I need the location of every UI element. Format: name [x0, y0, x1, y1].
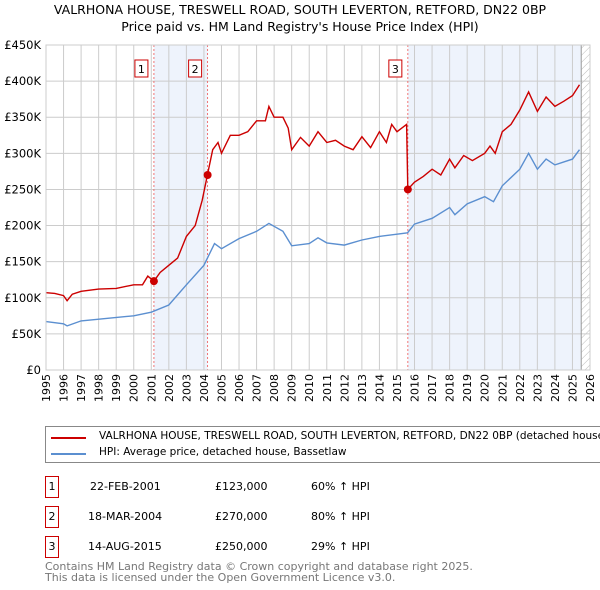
sale-point: [203, 171, 212, 179]
x-tick-label: 1997: [75, 374, 88, 402]
y-tick-label: £200K: [4, 219, 41, 233]
sale-label-box: [188, 59, 203, 78]
x-tick-label: 2024: [549, 374, 562, 402]
transaction-row: 3 14-AUG-2015 £250,000 29% ↑ HPI: [45, 536, 545, 558]
x-tick-label: 1995: [40, 374, 53, 402]
y-tick-label: £400K: [4, 74, 41, 88]
price-chart: 1995 1996 1997 1998 1999 2000 2001 2002 2003 2004…: [4, 38, 597, 402]
x-tick-label: 2013: [356, 374, 369, 402]
shaded-period: [407, 45, 582, 370]
x-tick-label: 2020: [479, 374, 492, 402]
shaded-period: [153, 45, 208, 370]
transaction-row: 1 22-FEB-2001 £123,000 60% ↑ HPI: [45, 476, 545, 498]
y-tick-label: £150K: [4, 255, 41, 269]
plot-border: [45, 44, 591, 371]
x-tick-label: 2004: [198, 374, 211, 402]
chart-title: VALRHONA HOUSE, TRESWELL ROAD, SOUTH LEV…: [53, 2, 547, 17]
x-tick-label: 2007: [251, 374, 264, 402]
y-tick-label: £100K: [4, 291, 41, 305]
x-tick-label: 2005: [215, 374, 228, 402]
y-tick-label: £250K: [4, 182, 41, 196]
x-tick-label: 1999: [110, 374, 123, 402]
x-tick-label: 2021: [496, 374, 509, 402]
x-tick-label: 2019: [461, 374, 474, 402]
x-tick-label: 2011: [321, 374, 334, 402]
x-tick-label: 2001: [145, 374, 158, 402]
sale-label: 3: [392, 63, 399, 76]
legend: VALRHONA HOUSE, TRESWELL ROAD, SOUTH LEV…: [45, 426, 600, 463]
x-tick-label: 2000: [128, 374, 141, 402]
x-tick-label: 2002: [163, 374, 176, 402]
x-tick-label: 2023: [531, 374, 544, 402]
x-tick-label: 1996: [58, 374, 71, 402]
sale-point: [403, 185, 412, 194]
hpi-line: [45, 149, 581, 327]
x-tick-label: 2018: [444, 374, 457, 402]
forecast-hatch: [581, 45, 590, 370]
sale-label-box: [388, 59, 403, 78]
sale-label: 1: [138, 63, 145, 76]
y-tick-label: £50K: [12, 327, 42, 341]
x-tick-label: 2008: [268, 374, 281, 402]
x-tick-label: 2010: [303, 374, 316, 402]
x-tick-label: 1998: [93, 374, 106, 402]
footer-copyright: Contains HM Land Registry data © Crown c…: [45, 560, 473, 573]
y-tick-label: £450K: [4, 38, 41, 52]
x-tick-label: 2006: [233, 374, 246, 402]
footer-licence: This data is licensed under the Open Gov…: [45, 571, 396, 584]
y-tick-label: £300K: [4, 146, 41, 160]
sale-label: 2: [192, 63, 199, 76]
x-tick-label: 2022: [514, 374, 527, 402]
x-tick-label: 2014: [373, 374, 386, 402]
transaction-row: 2 18-MAR-2004 £270,000 80% ↑ HPI: [45, 506, 545, 528]
x-tick-label: 2012: [338, 374, 351, 402]
y-tick-label: £350K: [4, 110, 41, 124]
x-tick-label: 2017: [426, 374, 439, 402]
sale-point: [149, 277, 158, 286]
x-tick-label: 2026: [584, 374, 597, 402]
x-tick-label: 2009: [286, 374, 299, 402]
x-tick-label: 2016: [409, 374, 422, 402]
x-tick-label: 2025: [566, 374, 579, 402]
sale-label-box: [134, 59, 149, 78]
x-tick-label: 2015: [391, 374, 404, 402]
x-tick-label: 2003: [180, 374, 193, 402]
chart-subtitle: Price paid vs. HM Land Registry's House …: [121, 19, 479, 34]
y-tick-label: £0: [26, 363, 41, 377]
